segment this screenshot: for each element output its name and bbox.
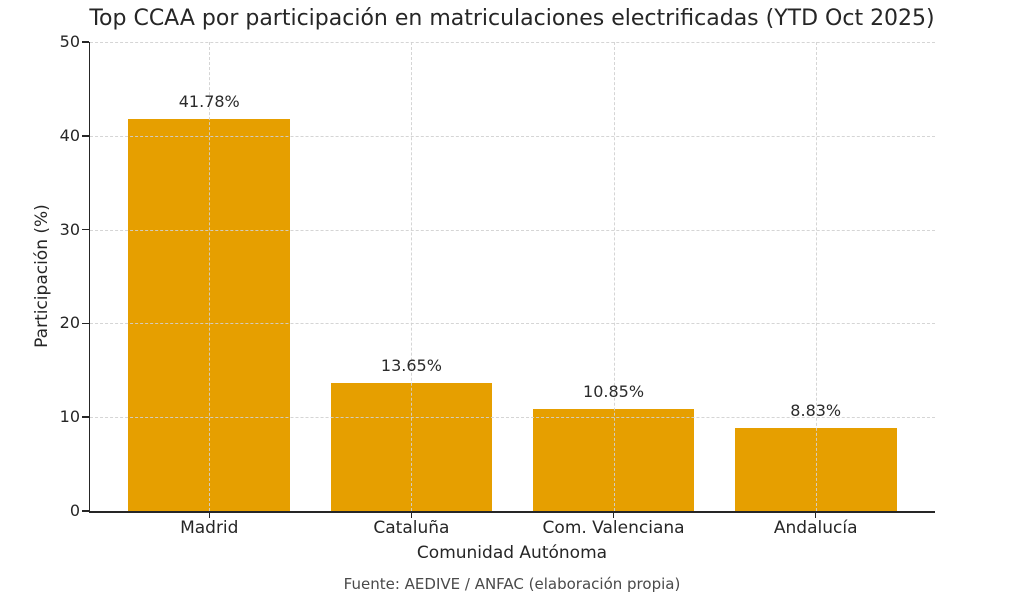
gridline-horizontal	[90, 323, 935, 325]
x-axis-label: Comunidad Autónoma	[416, 543, 608, 563]
y-tick-mark	[82, 135, 89, 137]
x-tick-mark	[814, 512, 817, 518]
gridline-vertical	[209, 42, 211, 511]
x-tick-mark	[612, 512, 615, 518]
y-tick-label: 40	[59, 125, 80, 145]
y-tick-mark	[82, 228, 89, 231]
chart-title: Top CCAA por participación en matriculac…	[89, 6, 935, 31]
y-tick-label: 30	[59, 219, 80, 239]
y-tick-mark	[82, 416, 89, 418]
bar-catalu-a	[330, 382, 493, 511]
source-caption: Fuente: AEDIVE / ANFAC (elaboración prop…	[343, 575, 681, 593]
y-tick-label: 0	[69, 501, 80, 520]
y-tick-mark	[82, 322, 89, 325]
bar-value-label: 41.78%	[178, 92, 240, 112]
x-tick-label: Com. Valenciana	[542, 518, 685, 538]
gridline-vertical	[613, 42, 615, 511]
gridline-vertical	[815, 42, 817, 511]
y-axis-spine	[88, 42, 90, 513]
bar-value-label: 10.85%	[583, 382, 645, 402]
x-axis-spine	[88, 511, 935, 513]
gridline-horizontal	[90, 42, 935, 43]
bar-value-label: 13.65%	[380, 355, 442, 375]
x-tick-mark	[410, 512, 413, 518]
y-tick-mark	[82, 41, 89, 43]
gridline-horizontal	[90, 135, 935, 137]
y-tick-label: 10	[59, 407, 80, 427]
gridline-horizontal	[90, 417, 935, 419]
y-tick-mark	[82, 510, 89, 512]
x-tick-mark	[208, 512, 211, 518]
gridline-horizontal	[90, 229, 935, 231]
y-tick-label: 20	[59, 313, 80, 333]
x-tick-label: Cataluña	[373, 518, 450, 538]
x-tick-label: Andalucía	[773, 518, 858, 538]
plot-area: 0 10 20 30 40 50 Madrid Cataluña Com. Valenciana…	[60, 32, 935, 538]
bar-value-label: 8.83%	[790, 401, 842, 421]
gridline-vertical	[411, 42, 413, 511]
y-tick-label: 50	[59, 32, 80, 51]
x-tick-label: Madrid	[180, 518, 239, 538]
